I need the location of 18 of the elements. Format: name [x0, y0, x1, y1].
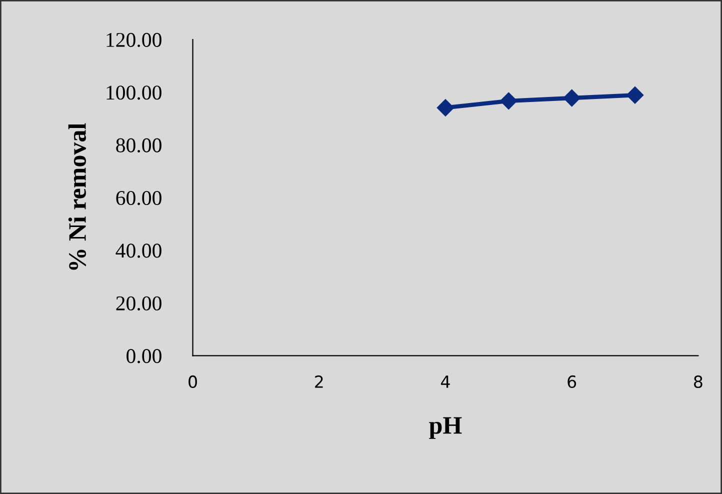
y-tick-label: 120.00	[106, 32, 162, 48]
y-tick-label: 80.00	[116, 138, 162, 152]
y-tick-label: 100.00	[106, 86, 162, 100]
x-tick-label: 4	[440, 376, 450, 388]
y-tick-label: 0.00	[126, 349, 162, 364]
y-axis-title: % Ni removal	[68, 123, 86, 270]
y-tick-label: 40.00	[116, 244, 162, 258]
y-tick-label: 20.00	[116, 296, 162, 311]
x-axis-title: pH	[429, 417, 462, 439]
x-tick-label: 8	[694, 375, 702, 388]
x-tick-label: 2	[315, 375, 323, 388]
point	[436, 99, 454, 116]
y-tick-label: 60.00	[116, 190, 162, 206]
point	[626, 86, 644, 104]
x-tick-label: 0	[188, 375, 197, 388]
point	[500, 92, 518, 110]
point	[563, 89, 580, 107]
x-tick-label: 6	[568, 375, 576, 388]
